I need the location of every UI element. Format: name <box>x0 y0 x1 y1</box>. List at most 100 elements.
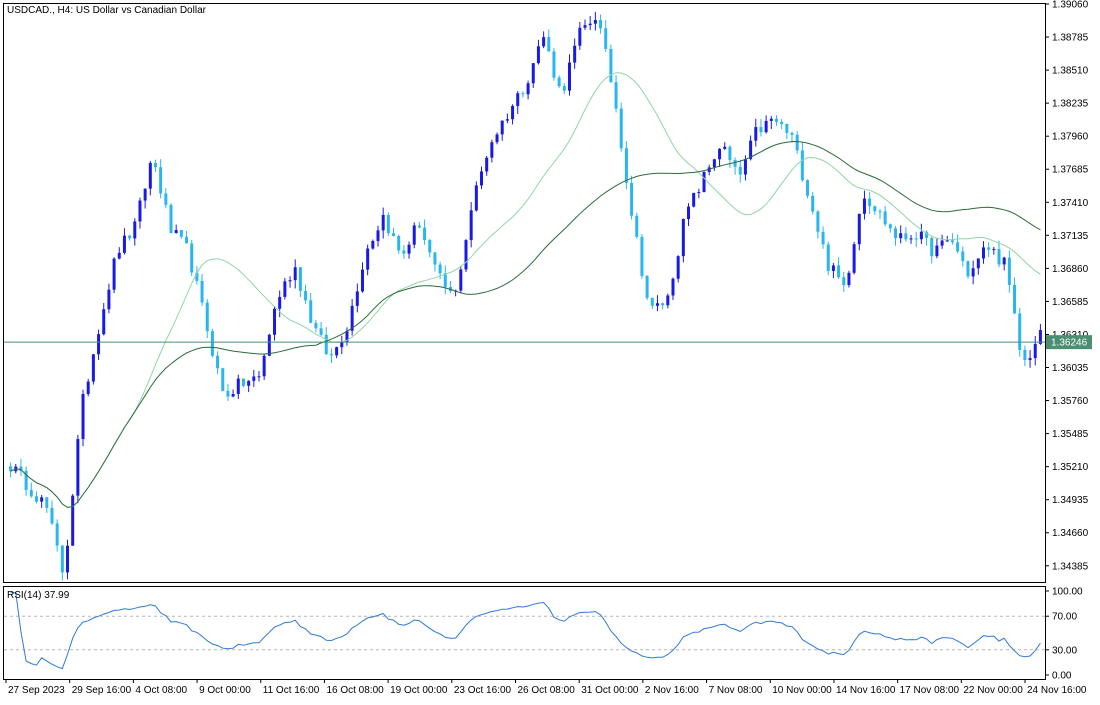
candle-body <box>262 355 266 377</box>
candle-body <box>112 258 116 290</box>
candle-body <box>661 303 665 306</box>
candle <box>733 157 737 175</box>
candle <box>723 142 727 150</box>
chart-title: USDCAD., H4: US Dollar vs Canadian Dolla… <box>7 5 207 16</box>
candle <box>702 171 706 193</box>
candle-body <box>45 497 49 508</box>
candle <box>1002 256 1006 271</box>
candle-body <box>19 466 23 471</box>
candle-body <box>128 235 132 239</box>
candle-body <box>495 134 499 143</box>
candle-body <box>578 27 582 46</box>
candle-body <box>764 120 768 133</box>
candle <box>102 303 106 336</box>
time-tick-label: 7 Nov 08:00 <box>709 685 763 696</box>
candle-body <box>956 242 960 252</box>
candle <box>609 44 613 83</box>
candle <box>355 283 359 313</box>
candle-body <box>552 51 556 78</box>
candle-body <box>909 238 913 240</box>
candle <box>562 83 566 95</box>
candle-body <box>148 162 152 189</box>
candle-body <box>862 198 866 214</box>
candle <box>205 299 209 339</box>
candle-body <box>376 230 380 241</box>
candle-body <box>366 248 370 270</box>
candle-body <box>655 303 659 306</box>
candle <box>857 213 861 251</box>
candle <box>298 266 302 297</box>
candle <box>728 145 732 169</box>
price-tick-label: 1.36585 <box>1052 297 1089 308</box>
candle <box>655 295 659 312</box>
candle-body <box>904 233 908 240</box>
candle <box>55 519 59 552</box>
candle-body <box>681 219 685 257</box>
candle <box>888 223 892 233</box>
time-axis: 27 Sep 2023 29 Sep 16:00 4 Oct 08:00 9 Oct … <box>5 679 1087 696</box>
candle-body <box>91 354 95 382</box>
candle-body <box>935 245 939 257</box>
candle-body <box>619 108 623 149</box>
candle-body <box>785 124 789 133</box>
candle-body <box>350 305 354 331</box>
candle-body <box>997 248 1001 265</box>
candle-body <box>304 290 308 301</box>
candle <box>956 234 960 254</box>
candle <box>588 15 592 31</box>
candle-body <box>423 227 427 240</box>
candle <box>785 123 789 140</box>
candle <box>935 238 939 259</box>
candle <box>179 229 183 239</box>
current-price-label: 1.36246 <box>1051 338 1088 349</box>
candle <box>86 378 90 397</box>
candle-body <box>624 148 628 183</box>
candle-body <box>562 86 566 91</box>
candle-body <box>241 378 245 386</box>
candle <box>443 265 447 295</box>
candle-body <box>961 251 965 262</box>
candle <box>376 225 380 247</box>
candle <box>842 271 846 292</box>
candle <box>200 273 204 306</box>
candle <box>329 348 333 364</box>
candle <box>573 38 577 69</box>
candle <box>1038 323 1042 345</box>
candle-body <box>314 322 318 329</box>
candle <box>759 119 763 137</box>
candle-body <box>588 23 592 26</box>
candle-body <box>216 355 220 369</box>
candle-body <box>671 278 675 296</box>
price-tick-label: 1.34385 <box>1052 561 1089 572</box>
candle <box>474 181 478 212</box>
candle <box>904 227 908 242</box>
price-tick-label: 1.35485 <box>1052 429 1089 440</box>
price-tick-label: 1.34935 <box>1052 495 1089 506</box>
candle <box>60 545 64 581</box>
candle <box>71 493 75 546</box>
candle <box>190 239 194 277</box>
candle-body <box>324 334 328 355</box>
candle-body <box>599 20 603 29</box>
candle <box>480 166 484 190</box>
candle-body <box>883 211 887 225</box>
candle <box>542 31 546 49</box>
candle-body <box>252 376 256 381</box>
candle <box>511 104 515 125</box>
candle-body <box>428 239 432 253</box>
candle <box>76 434 80 504</box>
candle-body <box>371 240 375 249</box>
candle <box>210 328 214 358</box>
candle <box>485 155 489 176</box>
candle-body <box>459 269 463 291</box>
candle-body <box>164 193 168 205</box>
rsi-tick-label: 100.00 <box>1052 587 1083 598</box>
candle-body <box>500 120 504 135</box>
candle <box>630 175 634 220</box>
candle <box>381 207 385 239</box>
candle <box>790 131 794 143</box>
candle <box>795 131 799 154</box>
candle <box>650 297 654 309</box>
candle-body <box>226 390 230 397</box>
